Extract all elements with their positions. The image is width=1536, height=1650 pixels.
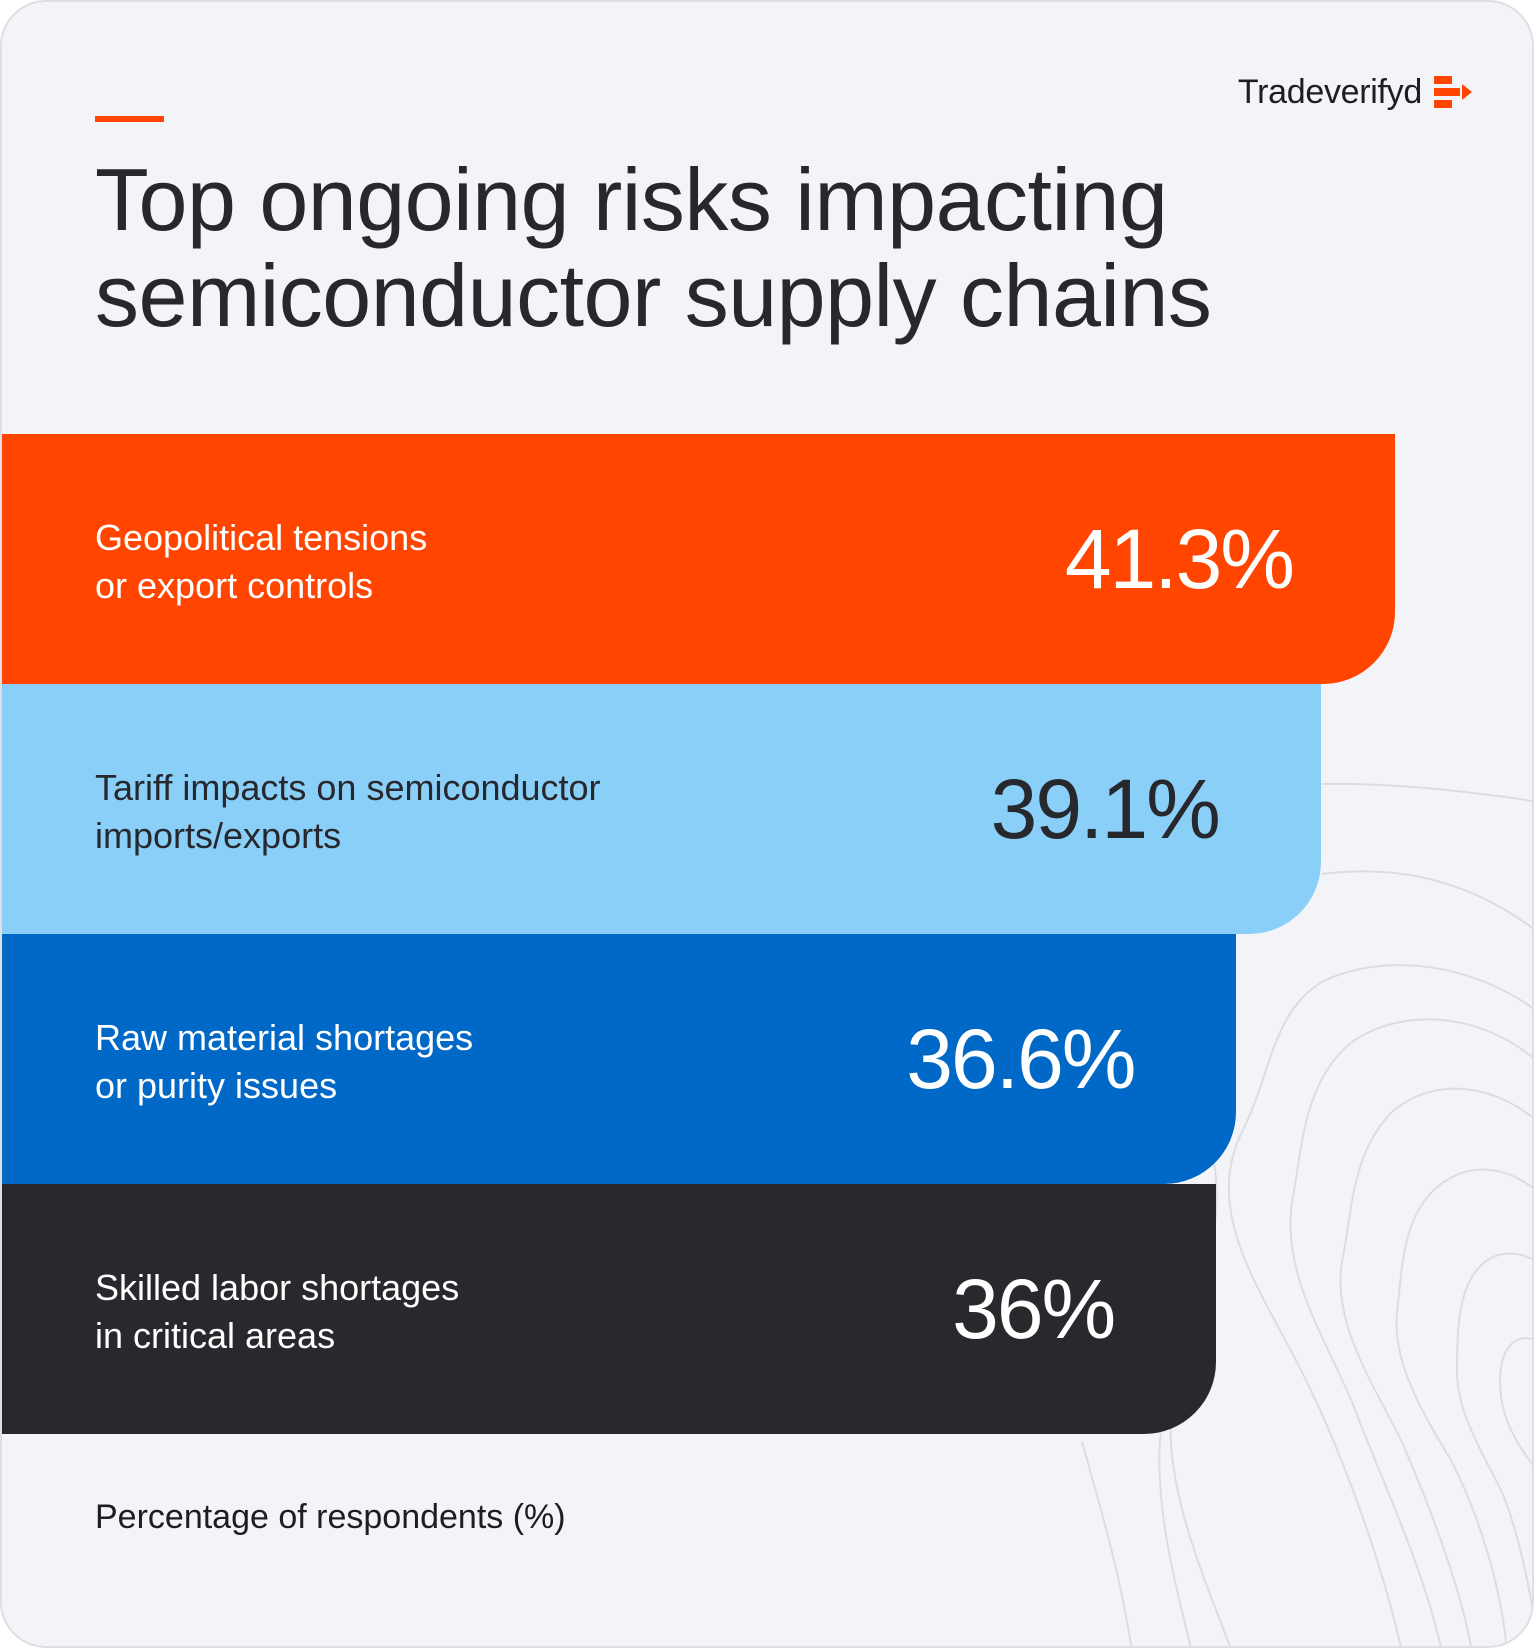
bar-value-label: 36% — [952, 1262, 1116, 1356]
bar-label: Skilled labor shortages in critical areas — [95, 1264, 459, 1360]
brand-mark-segment — [1434, 100, 1452, 108]
bar-label: Tariff impacts on semiconductor imports/e… — [95, 764, 601, 860]
brand-mark-segment — [1434, 76, 1452, 84]
brand-mark-segment — [1434, 88, 1460, 96]
bar-label-line-1: Geopolitical tensions — [95, 517, 428, 558]
bar — [2, 434, 1395, 684]
bar-label-line-1: Skilled labor shortages — [95, 1267, 460, 1308]
brand-logo: Tradeverifyd — [1238, 72, 1472, 112]
bar-label-line-2: imports/exports — [95, 815, 342, 856]
bar — [2, 1184, 1217, 1434]
bar-value-label: 36.6% — [906, 1012, 1136, 1106]
chart-footnote: Percentage of respondents (%) — [95, 1498, 566, 1536]
title-line-1: Top ongoing risks impacting — [95, 150, 1168, 249]
bar — [2, 684, 1321, 934]
brand-name: Tradeverifyd — [1237, 72, 1422, 111]
page-title: Top ongoing risks impacting semiconducto… — [95, 150, 1212, 345]
bar-label-line-2: or export controls — [95, 565, 374, 606]
bar-label: Raw material shortages or purity issues — [95, 1014, 473, 1110]
brand-mark-icon — [1434, 76, 1472, 108]
bar — [2, 934, 1237, 1184]
bar-label: Geopolitical tensions or export controls — [95, 514, 427, 610]
bar-label-line-1: Tariff impacts on semiconductor — [95, 767, 601, 808]
brand-mark-arrow — [1462, 84, 1472, 100]
bar-label-line-2: or purity issues — [95, 1065, 338, 1106]
bar-label-line-1: Raw material shortages — [95, 1017, 474, 1058]
bar-value-label: 39.1% — [990, 762, 1221, 856]
bar-label-line-2: in critical areas — [95, 1315, 336, 1356]
bar-value-label: 41.3% — [1064, 512, 1295, 606]
title-line-2: semiconductor supply chains — [95, 246, 1212, 345]
title-accent-line — [95, 116, 164, 122]
